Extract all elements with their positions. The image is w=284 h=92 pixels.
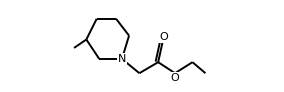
Text: N: N [118, 54, 126, 64]
Text: O: O [171, 73, 179, 83]
Text: O: O [159, 32, 168, 42]
